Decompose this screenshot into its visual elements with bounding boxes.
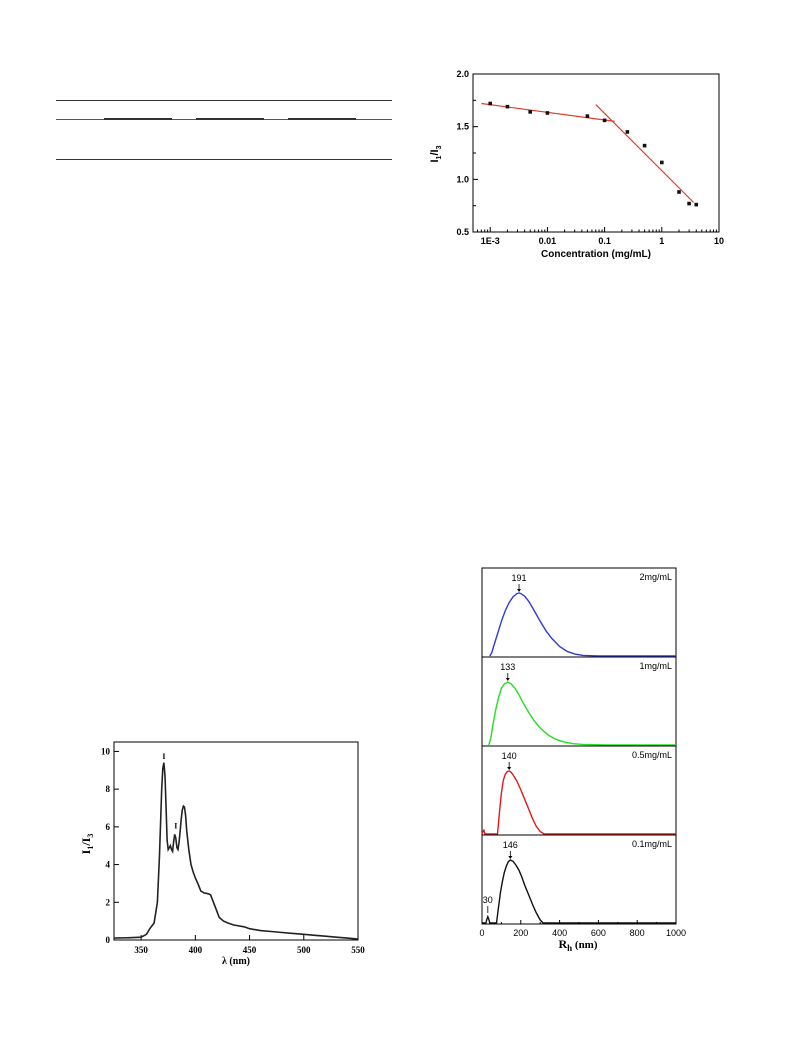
peak-arrow-head: [508, 856, 513, 859]
x-axis-label: λ (nm): [222, 956, 250, 967]
x-tick-label: 550: [351, 945, 365, 955]
peak-value-label: 133: [500, 662, 515, 672]
y-tick-label: 6: [106, 822, 111, 832]
data-point: [545, 111, 550, 115]
plot-frame: [472, 73, 720, 233]
distribution-curve: [488, 681, 676, 746]
x-tick-label: 500: [297, 945, 311, 955]
data-point: [687, 201, 691, 206]
y-tick-label: 4: [106, 860, 111, 870]
table-subheader-rule-2: [196, 118, 264, 120]
data-point: [660, 160, 664, 165]
x-tick-label: 400: [189, 945, 203, 955]
data-point: [585, 114, 590, 118]
data-point: [625, 130, 630, 134]
x-tick-label: 600: [591, 928, 606, 938]
peak-annotation: I: [162, 752, 165, 761]
fit-line: [595, 104, 695, 203]
table-bottom-rule: [56, 159, 392, 160]
peak-arrow-head: [505, 678, 510, 681]
y-tick-label: 0.5: [456, 227, 469, 237]
x-axis-label: Rh (nm): [558, 937, 597, 952]
x-tick-label: 1000: [666, 928, 686, 938]
peak-value-label: 146: [503, 840, 518, 850]
data-point: [505, 104, 510, 109]
y-tick-label: 1.0: [456, 174, 469, 184]
y-axis-label: I1/I3: [79, 834, 95, 855]
peak-value-label: 30: [483, 895, 493, 905]
x-tick-label: 450: [243, 945, 257, 955]
x-tick-label: 1: [659, 236, 664, 246]
x-tick-label: 0.01: [539, 236, 557, 246]
y-tick-label: 8: [106, 784, 111, 794]
plot-frame: [113, 741, 359, 941]
y-tick-label: 2.0: [456, 69, 469, 79]
table-rules: [56, 100, 392, 162]
x-tick-label: 350: [134, 945, 148, 955]
table-top-rule: [56, 100, 392, 101]
distribution-curve: [481, 770, 676, 835]
chart-pyrene-emission-spectrum: 350 400 450 500 550 0 2 4 6 8 10 I I λ (nm) I1/I3: [79, 741, 365, 967]
peak-value-label: 191: [512, 573, 527, 583]
x-tick-label: 1E-3: [481, 236, 500, 246]
data-point: [642, 143, 647, 148]
x-tick-label: 0: [479, 928, 484, 938]
table-subheader-rule-1: [104, 118, 172, 120]
peak-arrow-head: [507, 767, 512, 770]
chart-dls-size-distribution: 2mg/mL 191 1mg/mL 133 0.5mg/mL 140 0.1mg/mL 146…: [479, 567, 686, 952]
peak-value-label: 140: [502, 751, 517, 761]
x-axis-label: Concentration (mg/mL): [541, 249, 651, 260]
peak-arrow-head: [517, 589, 522, 592]
y-tick-label: 1.5: [456, 122, 469, 132]
data-point: [694, 202, 699, 207]
x-tick-label: 0.1: [598, 236, 611, 246]
distribution-curve: [482, 859, 676, 924]
table-subheader-rule-3: [288, 118, 356, 120]
x-tick-label: 10: [714, 236, 724, 246]
data-point: [602, 118, 607, 123]
y-tick-label: 0: [106, 935, 111, 945]
x-tick-label: 800: [630, 928, 645, 938]
peak-annotation: I: [174, 822, 177, 831]
data-point: [488, 101, 493, 106]
chart-i1i3-vs-concentration: 1E-3 0.01 0.1 1 10 0.5 1.0 1.5 2.0 Concentration…: [429, 69, 724, 260]
y-tick-label: 10: [101, 746, 111, 756]
panel-concentration-label: 0.1mg/mL: [632, 839, 672, 849]
x-tick-label: 200: [513, 928, 528, 938]
panel-concentration-label: 2mg/mL: [639, 572, 672, 582]
y-axis-label: I1/I3: [429, 145, 443, 162]
data-point: [528, 110, 532, 114]
x-tick-label: 400: [552, 928, 567, 938]
y-tick-label: 2: [106, 897, 111, 907]
panel-concentration-label: 0.5mg/mL: [632, 750, 672, 760]
panel-concentration-label: 1mg/mL: [639, 661, 672, 671]
data-point: [677, 190, 681, 194]
spectrum-line: [113, 762, 359, 940]
distribution-curve: [489, 592, 676, 657]
